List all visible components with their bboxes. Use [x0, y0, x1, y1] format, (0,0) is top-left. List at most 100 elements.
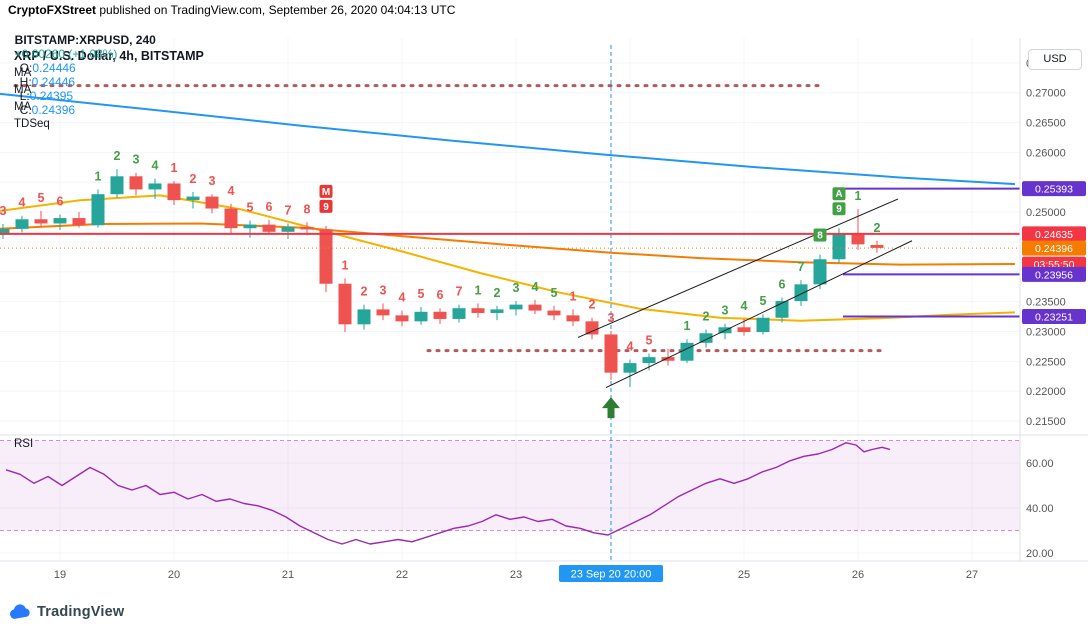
open-label: O: — [19, 61, 33, 75]
svg-text:22: 22 — [396, 569, 408, 581]
indicator-label-ma1[interactable]: MA — [14, 67, 32, 79]
candles — [0, 169, 884, 387]
candle — [376, 309, 390, 316]
svg-text:5: 5 — [551, 286, 558, 300]
price-change: +0.00260 (+1.08%) — [14, 47, 118, 61]
candle — [91, 194, 105, 226]
candle — [794, 284, 808, 302]
tradingview-logo-icon[interactable] — [9, 602, 31, 622]
svg-text:5: 5 — [760, 294, 767, 308]
svg-text:0.23500: 0.23500 — [1026, 297, 1066, 309]
candle — [110, 176, 124, 195]
candle — [148, 183, 162, 190]
svg-text:5: 5 — [247, 200, 254, 214]
candle — [661, 357, 675, 361]
symbol-name: BITSTAMP:XRPUSD, 240 — [14, 33, 156, 47]
svg-text:A: A — [835, 189, 842, 200]
td-badges: 9 M 8 9 A — [319, 184, 846, 242]
svg-text:4: 4 — [228, 184, 235, 198]
svg-text:3: 3 — [209, 174, 216, 188]
candle — [414, 311, 428, 322]
svg-text:0.24396: 0.24396 — [1035, 243, 1073, 255]
svg-text:3: 3 — [133, 153, 140, 167]
svg-text:3: 3 — [722, 304, 729, 318]
svg-text:2: 2 — [703, 310, 710, 324]
svg-text:19: 19 — [54, 569, 66, 581]
candle — [870, 244, 884, 248]
candle — [395, 315, 409, 322]
candle — [224, 208, 238, 229]
price-badge — [1022, 181, 1086, 197]
candle — [566, 315, 580, 322]
svg-text:4: 4 — [399, 291, 406, 305]
svg-text:5: 5 — [646, 334, 653, 348]
close-value: 0.24396 — [31, 103, 76, 117]
pane-separators — [0, 38, 1088, 562]
svg-text:0.21500: 0.21500 — [1026, 416, 1066, 428]
svg-text:6: 6 — [437, 288, 444, 302]
attribution-text: published on TradingView.com, September … — [96, 3, 456, 17]
svg-text:2: 2 — [190, 172, 197, 186]
time-axis[interactable]: 19 20 21 22 23 25 26 27 23 Sep 20 20:00 — [54, 565, 978, 582]
rsi-pane-label[interactable]: RSI — [14, 438, 34, 450]
chart-title: XRP / U.S. Dollar, 4h, BITSTAMP — [14, 49, 204, 63]
candle — [262, 224, 276, 232]
footer: TradingView — [0, 598, 1088, 626]
svg-text:1: 1 — [570, 289, 577, 303]
candle — [300, 227, 314, 230]
tradingview-brand-text[interactable]: TradingView — [37, 604, 125, 620]
candle — [699, 333, 713, 343]
svg-text:3: 3 — [608, 311, 615, 325]
svg-text:25: 25 — [738, 569, 750, 581]
svg-text:2: 2 — [361, 285, 368, 299]
indicator-label-ma3[interactable]: MA — [14, 101, 32, 113]
svg-text:0.23000: 0.23000 — [1026, 326, 1066, 338]
grid-lines — [0, 38, 1020, 561]
svg-text:1: 1 — [95, 169, 102, 183]
svg-text:6: 6 — [266, 200, 273, 214]
svg-text:20.00: 20.00 — [1026, 548, 1054, 560]
svg-text:1: 1 — [475, 283, 482, 297]
candle — [547, 310, 561, 316]
up-arrow-icon — [602, 397, 620, 419]
svg-text:40.00: 40.00 — [1026, 503, 1054, 515]
candle — [243, 224, 257, 229]
svg-text:0.25393: 0.25393 — [1035, 184, 1073, 196]
svg-text:8: 8 — [304, 202, 311, 216]
indicator-label-tdseq[interactable]: TDSeq — [14, 118, 50, 130]
candle — [737, 327, 751, 333]
svg-text:9: 9 — [323, 202, 329, 213]
attribution-line: CryptoFXStreet published on TradingView.… — [8, 3, 455, 17]
low-value: 0.24395 — [29, 89, 74, 103]
svg-text:9: 9 — [836, 204, 842, 215]
attribution-author: CryptoFXStreet — [8, 3, 97, 17]
price-axis[interactable]: 0.275000.270000.265000.260000.250000.235… — [1026, 58, 1066, 560]
svg-text:5: 5 — [418, 287, 425, 301]
candle — [357, 309, 371, 325]
candle — [490, 309, 504, 313]
svg-text:26: 26 — [852, 569, 864, 581]
candle — [338, 283, 352, 325]
trend-channel-lines — [577, 198, 913, 389]
moving-average-lines — [0, 92, 1016, 322]
indicator-label-ma2[interactable]: MA — [14, 84, 32, 96]
candle — [72, 218, 86, 226]
svg-text:21: 21 — [282, 569, 294, 581]
svg-text:3: 3 — [0, 204, 7, 218]
svg-text:M: M — [322, 187, 330, 198]
candle — [604, 334, 618, 373]
price-axis-badges: 0.253930.246350.2439603:55:500.239560.23… — [1022, 181, 1086, 324]
candle — [471, 308, 485, 313]
candle — [680, 342, 694, 361]
candle — [0, 228, 10, 235]
svg-text:5: 5 — [38, 191, 45, 205]
price-badge — [1022, 308, 1086, 324]
svg-text:60.00: 60.00 — [1026, 458, 1054, 470]
currency-toggle-button[interactable]: USD — [1028, 49, 1082, 70]
svg-text:1: 1 — [342, 258, 349, 272]
svg-text:20: 20 — [168, 569, 180, 581]
price-badge — [1022, 266, 1086, 282]
svg-text:1: 1 — [171, 161, 178, 175]
